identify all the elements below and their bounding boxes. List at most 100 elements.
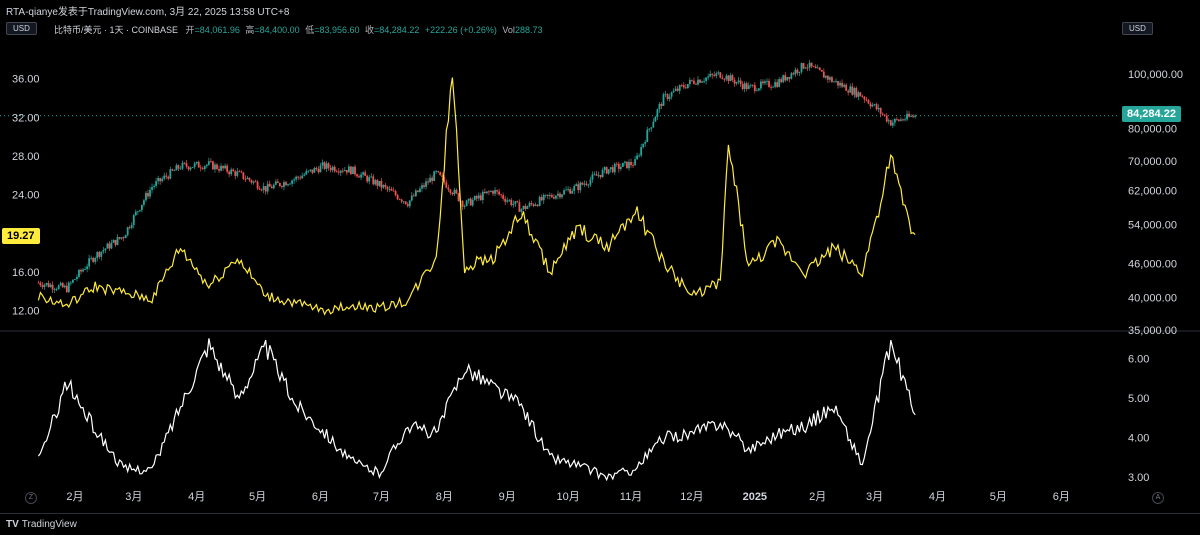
candle (902, 118, 904, 122)
candle-body (382, 185, 385, 188)
candle-body (595, 174, 598, 176)
candle-body (94, 257, 97, 262)
candle (404, 201, 407, 205)
candle (343, 166, 346, 172)
candle (124, 234, 127, 239)
candle-body (778, 79, 781, 87)
candle-body (433, 171, 436, 181)
candle-body (680, 85, 683, 86)
candle (837, 80, 839, 89)
candle (914, 114, 917, 119)
time-axis-label: 3月 (866, 491, 883, 503)
candle (469, 197, 472, 206)
candle (885, 113, 888, 123)
candle-body (792, 73, 795, 75)
candle-body (276, 181, 279, 183)
time-axis-label: 11月 (620, 491, 642, 503)
candle-body (126, 227, 129, 236)
left-currency-button[interactable]: USD (6, 22, 37, 35)
candle (378, 180, 381, 187)
candle-body (709, 73, 712, 77)
candle-body (435, 171, 438, 172)
candle (648, 128, 651, 132)
candle-body (110, 242, 113, 249)
candle (59, 281, 62, 287)
candle-body (818, 67, 821, 71)
candle-body (345, 170, 348, 173)
candle-body (317, 169, 320, 173)
candle-body (161, 178, 164, 182)
candle-body (634, 159, 636, 166)
candle-body (900, 119, 902, 121)
auto-scale-a-button[interactable]: A (1152, 492, 1164, 504)
candle (112, 239, 115, 243)
candle-body (559, 193, 561, 198)
candle (461, 200, 464, 211)
candle (812, 65, 815, 68)
candle-body (321, 162, 324, 166)
candle-body (782, 75, 785, 83)
candle (900, 117, 902, 122)
candle-body (327, 163, 330, 168)
candle (37, 280, 40, 284)
candle (362, 171, 365, 178)
candle (364, 169, 367, 176)
time-axis-label: 4月 (929, 491, 946, 503)
candle-body (555, 195, 557, 199)
candle-body (175, 165, 178, 171)
candle-body (41, 285, 44, 288)
candle (463, 204, 466, 210)
candle-body (873, 104, 876, 106)
candle-body (431, 177, 434, 181)
candle-body (299, 177, 302, 179)
indicator-line-yellow (37, 77, 916, 316)
candle-body (167, 176, 170, 179)
candle (356, 173, 358, 179)
lower-axis-ticks: 3.00 4.00 5.00 6.00 (1128, 354, 1149, 484)
candle-body (471, 199, 474, 206)
candle-body (538, 197, 541, 206)
candle-body (520, 209, 523, 212)
candle-body (149, 189, 151, 197)
time-axis-label: 2月 (809, 491, 826, 503)
candle-body (891, 122, 894, 126)
candle (733, 77, 736, 87)
candle-body (181, 162, 184, 169)
candle (855, 86, 858, 99)
candle (658, 101, 661, 113)
auto-scale-button[interactable]: Z (25, 492, 37, 504)
tradingview-logo[interactable]: TV TradingView (6, 519, 77, 530)
candle (532, 203, 535, 208)
candle (757, 87, 760, 92)
candle-body (291, 180, 293, 184)
candle-body (735, 81, 738, 84)
candle (877, 104, 880, 113)
candle (71, 279, 74, 284)
candle (41, 282, 44, 290)
candle-body (274, 181, 277, 185)
candle (325, 160, 328, 173)
candle-body (656, 109, 659, 117)
candle-body (530, 203, 533, 205)
candle-body (187, 166, 190, 170)
candle-body (500, 194, 503, 196)
candle (281, 185, 283, 189)
candle (287, 183, 289, 187)
time-axis-label: 5月 (990, 491, 1007, 503)
candle (873, 103, 876, 107)
candle-body (325, 163, 328, 169)
candle-body (429, 177, 431, 183)
candle (725, 73, 728, 82)
candle-body (203, 166, 206, 169)
candle (372, 174, 375, 186)
right-currency-button[interactable]: USD (1122, 22, 1153, 35)
candle (691, 79, 693, 82)
candle (191, 166, 194, 169)
candle (826, 75, 829, 84)
candle-body (412, 195, 415, 197)
candle (613, 162, 616, 175)
symbol-legend[interactable]: 比特币/美元 · 1天 · COINBASE 开=84,061.96 高=84,… (54, 23, 542, 36)
candle-body (552, 197, 555, 199)
candle (786, 77, 789, 82)
